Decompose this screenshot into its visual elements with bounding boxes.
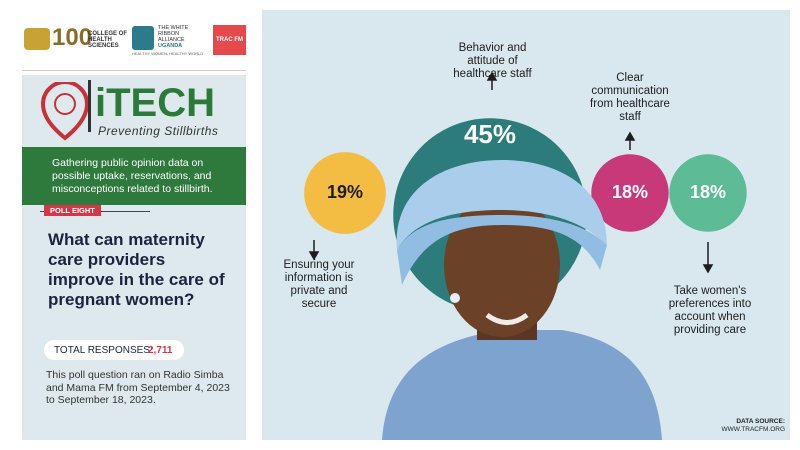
- intro-text: Gathering public opinion data on possibl…: [52, 157, 213, 195]
- result-circle: [304, 152, 386, 234]
- responses-value: 2,711: [148, 345, 173, 356]
- logo-text: HEALTHY WOMEN, HEALTHY WORLD: [132, 51, 204, 56]
- logo-100: 100: [52, 24, 93, 51]
- responses-pill: [44, 340, 184, 360]
- brand-tagline: Preventing Stillbirths: [98, 124, 219, 138]
- caption: Behavior and attitude of healthcare staf…: [453, 42, 532, 80]
- poll-label: POLL EIGHT: [44, 205, 101, 216]
- source-url: WWW.TRACFM.ORG: [721, 426, 785, 433]
- result-label: 18%: [612, 182, 648, 202]
- note: This poll question ran on Radio Simba an…: [46, 369, 230, 406]
- result-label: 19%: [327, 182, 363, 202]
- brand-bar: [88, 80, 91, 132]
- result-label: 18%: [690, 182, 726, 202]
- logo-text: COLLEGE OF HEALTH SCIENCES: [88, 31, 127, 49]
- result-label: 45%: [464, 119, 516, 149]
- results-chart: 19% 45% 18% 18%: [304, 71, 747, 440]
- question: What can maternity care providers improv…: [48, 230, 225, 309]
- source-label: DATA SOURCE:: [736, 418, 785, 425]
- logo-text: UGANDA: [158, 43, 183, 49]
- result-circle: [669, 154, 747, 232]
- caption: Ensuring your information is private and…: [283, 259, 355, 310]
- photo-figure: [382, 160, 662, 440]
- divider: [22, 70, 246, 71]
- caption: Take women's preferences into account wh…: [668, 285, 752, 336]
- logo-tracfm: TRAC FM: [213, 25, 246, 55]
- arrow-head: [702, 264, 714, 274]
- caption: Clear communication from healthcare staf…: [590, 72, 670, 123]
- intro-band: [22, 147, 246, 205]
- result-circle: [591, 154, 669, 232]
- responses-label: TOTAL RESPONSES:: [54, 345, 153, 356]
- logo-text: THE WHITE RIBBON ALLIANCE: [158, 25, 189, 43]
- arrow-head: [486, 71, 498, 81]
- brand-title: iTECH: [95, 81, 215, 125]
- arrow-head: [308, 251, 320, 261]
- arrow-head: [624, 131, 636, 141]
- brand-icon: [40, 82, 90, 141]
- logo-crest: [24, 28, 50, 50]
- logo-wra: [132, 26, 154, 50]
